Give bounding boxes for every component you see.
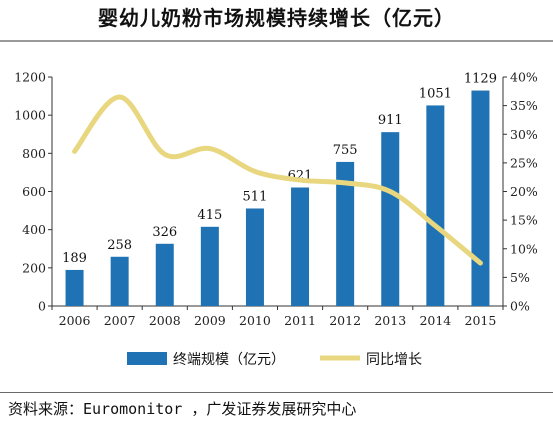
source-rule bbox=[0, 392, 553, 393]
bar bbox=[291, 187, 310, 306]
bar-data-label: 326 bbox=[152, 225, 177, 240]
x-tick-label: 2011 bbox=[284, 313, 316, 328]
x-tick-label: 2007 bbox=[104, 313, 136, 328]
legend-line-label: 同比增长 bbox=[366, 352, 422, 368]
right-tick-label: 10% bbox=[510, 241, 538, 256]
right-tick-label: 35% bbox=[510, 98, 538, 113]
bar-data-label: 415 bbox=[197, 208, 222, 223]
bar-series bbox=[65, 90, 490, 306]
bar-data-label: 189 bbox=[62, 251, 87, 266]
right-axis: 0% 5% 10% 15% 20% 25% 30% 35% 40% bbox=[502, 70, 538, 314]
left-tick-label: 800 bbox=[22, 146, 46, 161]
right-tick-label: 20% bbox=[510, 184, 538, 199]
x-tick-label: 2006 bbox=[59, 313, 91, 328]
x-tick-label: 2015 bbox=[465, 313, 497, 328]
bar-data-label: 1051 bbox=[419, 86, 452, 101]
bar bbox=[155, 243, 174, 306]
bar-data-label: 911 bbox=[378, 113, 403, 128]
left-tick-label: 1000 bbox=[14, 108, 46, 123]
right-tick-label: 30% bbox=[510, 127, 538, 142]
right-tick-label: 40% bbox=[510, 70, 538, 85]
x-tick-label: 2013 bbox=[374, 313, 406, 328]
legend-bar-swatch bbox=[127, 352, 167, 365]
right-tick-label: 25% bbox=[510, 155, 538, 170]
legend-bar-label: 终端规模（亿元） bbox=[173, 352, 285, 368]
bar bbox=[426, 105, 445, 306]
left-tick-label: 1200 bbox=[14, 70, 46, 85]
left-tick-label: 400 bbox=[22, 222, 46, 237]
left-axis: 0 200 400 600 800 1000 1200 bbox=[14, 70, 53, 314]
chart-area: 0 200 400 600 800 1000 1200 0% 5% 10% 15% 20% 25% 30… bbox=[14, 70, 538, 369]
right-tick-label: 0% bbox=[510, 299, 530, 314]
right-tick-label: 5% bbox=[510, 270, 530, 285]
bar-data-label: 1129 bbox=[464, 72, 497, 87]
bar-data-label: 755 bbox=[333, 143, 358, 158]
x-tick-label: 2012 bbox=[329, 313, 361, 328]
bar bbox=[65, 269, 84, 306]
x-tick-label: 2014 bbox=[419, 313, 451, 328]
chart-title: 婴幼儿奶粉市场规模持续增长（亿元） bbox=[98, 6, 455, 30]
right-tick-label: 15% bbox=[510, 213, 538, 228]
legend: 终端规模（亿元） 同比增长 bbox=[127, 352, 422, 368]
x-tick-label: 2010 bbox=[239, 313, 271, 328]
bar-data-label: 511 bbox=[243, 189, 268, 204]
bar bbox=[471, 90, 490, 306]
bar bbox=[336, 161, 355, 306]
x-axis: 2006 2007 2008 2009 2010 2011 2012 2013 2014 2015 bbox=[51, 305, 504, 328]
source-note: 资料来源：Euromonitor ，广发证券发展研究中心 bbox=[8, 400, 357, 418]
left-tick-label: 600 bbox=[22, 184, 46, 199]
line-series bbox=[72, 94, 483, 266]
x-tick-label: 2008 bbox=[149, 313, 181, 328]
bar-data-label: 258 bbox=[107, 238, 132, 253]
bar bbox=[381, 132, 400, 306]
bar bbox=[245, 208, 264, 306]
x-tick-label: 2009 bbox=[194, 313, 226, 328]
bar bbox=[110, 256, 129, 306]
title-rule bbox=[0, 40, 553, 42]
left-tick-label: 200 bbox=[22, 260, 46, 275]
growth-line bbox=[72, 94, 483, 266]
bar bbox=[200, 226, 219, 306]
left-tick-label: 0 bbox=[38, 299, 46, 314]
